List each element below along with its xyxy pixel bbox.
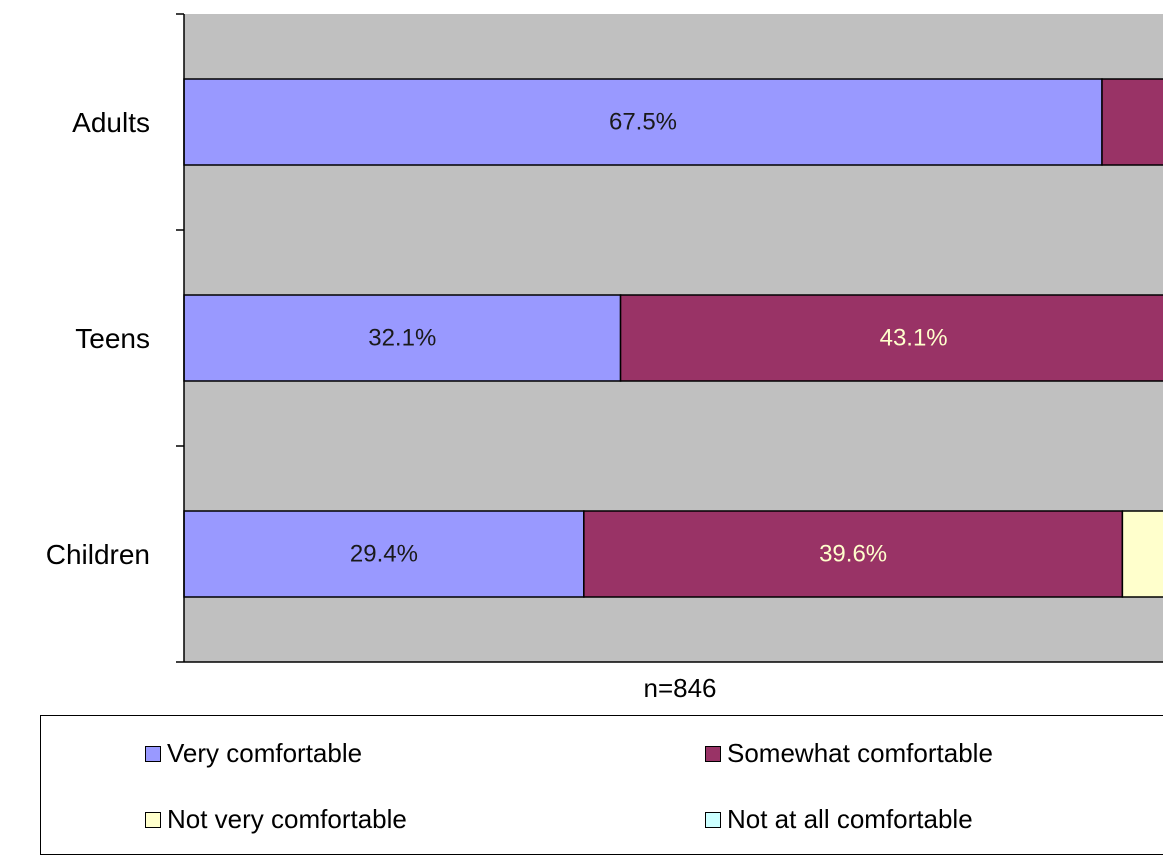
bar-adults-very-comfortable [183, 78, 1103, 166]
bar-adults-somewhat-comfortable [1101, 78, 1163, 166]
legend-swatch-not-at-all-comfortable [705, 811, 721, 828]
legend-item-not-very-comfortable: Not very comfortable [145, 804, 407, 835]
data-label-adults-very-comfortable: 67.5% [609, 109, 677, 136]
data-label-teens-somewhat-comfortable: 43.1% [880, 325, 948, 352]
legend-label-not-very-comfortable: Not very comfortable [167, 804, 407, 834]
legend-swatch-very-comfortable [145, 745, 161, 762]
legend-item-very-comfortable: Very comfortable [145, 738, 362, 769]
bar-children-not-very-comfortable [1121, 510, 1163, 598]
legend-item-not-at-all-comfortable: Not at all comfortable [705, 804, 973, 835]
legend-item-somewhat-comfortable: Somewhat comfortable [705, 738, 993, 769]
sample-size-note: n=846 [643, 673, 717, 703]
bar-children-very-comfortable [183, 510, 585, 598]
legend: Very comfortable Somewhat comfortable No… [40, 715, 1163, 855]
bar-children-somewhat-comfortable [583, 510, 1124, 598]
data-label-children-somewhat-comfortable: 39.6% [819, 541, 887, 568]
legend-label-not-at-all-comfortable: Not at all comfortable [727, 804, 973, 834]
legend-label-very-comfortable: Very comfortable [167, 738, 363, 768]
category-label-adults: Adults [72, 107, 150, 138]
legend-swatch-somewhat-comfortable [705, 745, 721, 762]
category-label-teens: Teens [75, 323, 150, 354]
data-label-teens-very-comfortable: 32.1% [368, 325, 436, 352]
category-label-children: Children [46, 539, 150, 570]
data-label-children-very-comfortable: 29.4% [350, 541, 418, 568]
legend-swatch-not-very-comfortable [145, 811, 161, 828]
bar-teens-somewhat-comfortable [619, 294, 1163, 382]
legend-label-somewhat-comfortable: Somewhat comfortable [727, 738, 993, 768]
